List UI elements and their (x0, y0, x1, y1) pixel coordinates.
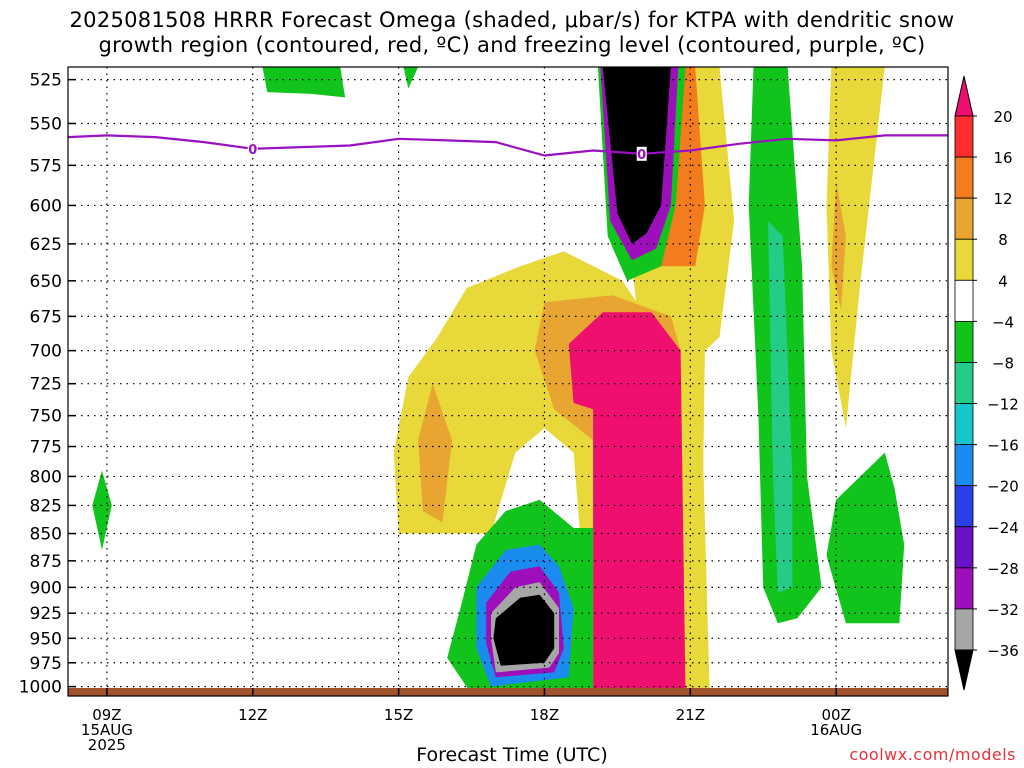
colorbar-label-9: −20 (987, 478, 1019, 496)
x-tick-label-0-1: 15AUG (81, 721, 133, 739)
colorbar-label-8: −16 (987, 437, 1019, 455)
right-teal-column (768, 221, 793, 593)
colorbar-segment-9 (954, 444, 974, 487)
y-tick-label-800: 800 (30, 467, 62, 487)
omega-shaded-regions (92, 67, 905, 696)
y-tick-label-650: 650 (30, 272, 62, 292)
colorbar-top-triangle (954, 75, 974, 117)
colorbar-segment-7 (954, 362, 974, 404)
y-tick-label-675: 675 (30, 307, 62, 327)
y-tick-label-725: 725 (30, 375, 62, 395)
y-tick-label-775: 775 (30, 438, 62, 458)
colorbar-segment-4 (954, 238, 974, 281)
colorbar-label-7: −12 (987, 396, 1019, 414)
colorbar: 20 16 12 8 4 −4 −8 −12 −16 −20 −24 −28 −32 −36 (954, 75, 1019, 691)
lower-ascent-black (493, 594, 555, 666)
colorbar-label-6: −8 (992, 354, 1014, 372)
y-tick-label-950: 950 (30, 629, 62, 649)
y-tick-label-975: 975 (30, 654, 62, 674)
x-tick-label-3-0: 12Z (238, 706, 267, 724)
y-tick-label-875: 875 (30, 552, 62, 572)
freezing-level-label: 0 (637, 148, 646, 163)
colorbar-label-3: 8 (998, 231, 1008, 249)
x-tick-label-15-0: 00Z (821, 706, 850, 724)
chart-title-line-2: growth region (contoured, red, ºC) and f… (98, 33, 926, 57)
colorbar-bottom-triangle (954, 649, 974, 691)
x-tick-label-6-0: 15Z (384, 706, 413, 724)
y-tick-label-550: 550 (30, 114, 62, 134)
y-tick-label-575: 575 (30, 156, 62, 176)
x-tick-label-0-0: 09Z (92, 706, 121, 724)
colorbar-segment-13 (954, 608, 974, 651)
colorbar-segment-5 (954, 279, 974, 322)
top-left-green (262, 67, 346, 98)
y-tick-label-825: 825 (30, 496, 62, 516)
colorbar-label-13: −36 (987, 642, 1019, 660)
colorbar-label-2: 12 (993, 190, 1012, 208)
colorbar-label-11: −28 (987, 560, 1019, 578)
colorbar-segment-6 (954, 320, 974, 363)
colorbar-label-5: −4 (992, 313, 1014, 331)
y-tick-label-600: 600 (30, 196, 62, 216)
y-tick-label-850: 850 (30, 525, 62, 545)
left-orange-lens (418, 383, 453, 523)
far-right-orange-lens (831, 181, 846, 310)
colorbar-segment-12 (954, 567, 974, 610)
colorbar-label-10: −24 (987, 519, 1019, 537)
freezing-label-bg (247, 141, 258, 156)
surface-ground-strip (68, 688, 948, 696)
x-tick-label-15-1: 16AUG (810, 721, 862, 739)
grid-lines (68, 67, 948, 696)
x-tick-label-9-0: 18Z (530, 706, 559, 724)
descent-pink-column (568, 312, 686, 692)
plot-border (67, 66, 949, 697)
x-axis-label: Forecast Time (UTC) (416, 744, 608, 766)
colorbar-segment-2 (954, 156, 974, 199)
y-axis-pressure: 525 550 575 600 625 650 675 700 725 750 775 800 825 8… (19, 71, 76, 698)
colorbar-label-0: 20 (993, 108, 1012, 126)
freezing-label-bg (636, 146, 647, 161)
colorbar-label-4: 4 (998, 272, 1008, 290)
y-tick-label-625: 625 (30, 235, 62, 255)
y-tick-label-925: 925 (30, 604, 62, 624)
colorbar-segment-8 (954, 403, 974, 446)
plot-frame (67, 66, 949, 697)
top-mid-green (403, 67, 419, 89)
chart-title-line-1: 2025081508 HRRR Forecast Omega (shaded, … (69, 8, 955, 32)
far-right-yellow (826, 67, 885, 429)
y-tick-label-700: 700 (30, 342, 62, 362)
far-right-green (826, 452, 905, 624)
colorbar-segment-10 (954, 485, 974, 528)
colorbar-segment-1 (954, 115, 974, 158)
freezing-level-line (68, 134, 948, 157)
y-tick-label-900: 900 (30, 578, 62, 598)
surface-strip (68, 688, 948, 696)
colorbar-segment-11 (954, 526, 974, 569)
y-tick-label-750: 750 (30, 407, 62, 427)
x-tick-label-12-0: 21Z (676, 706, 705, 724)
colorbar-segment-3 (954, 197, 974, 240)
freezing-level-label: 0 (248, 143, 257, 158)
left-green-diamond (92, 470, 112, 550)
y-tick-label-1000: 1000 (19, 678, 62, 698)
colorbar-label-12: −32 (987, 601, 1019, 619)
x-tick-label-0-2: 2025 (88, 736, 126, 754)
colorbar-label-1: 16 (993, 149, 1012, 167)
credit-link[interactable]: coolwx.com/models (849, 745, 1016, 764)
y-tick-label-525: 525 (30, 71, 62, 91)
